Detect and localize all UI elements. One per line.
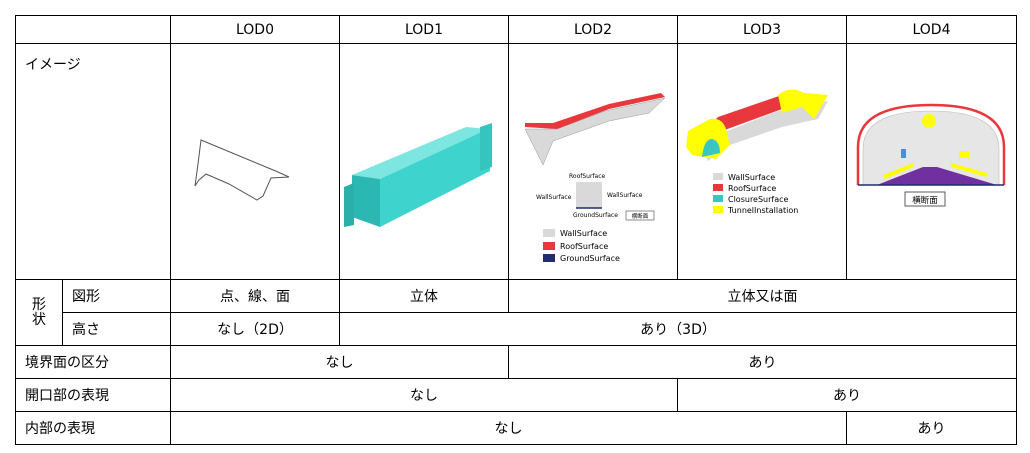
opening-lod0-2: なし [170, 378, 678, 412]
height-lod1-4: あり（3D） [339, 312, 1017, 346]
header-lod4: LOD4 [846, 15, 1017, 44]
lod0-footprint-outline [194, 139, 290, 201]
lod2-roof-label: RoofSurface [569, 173, 606, 180]
lod4-interior-sign [901, 149, 906, 158]
lod2-wall-left-label: WallSurface [536, 194, 572, 201]
figure-lod2-4: 立体又は面 [508, 279, 1017, 313]
lod2-roof-surface [525, 93, 665, 129]
lod2-ground-label: GroundSurface [573, 212, 618, 219]
interior-lod0-3: なし [170, 411, 847, 445]
interior-label: 内部の表現 [15, 411, 171, 445]
image-row-label: イメージ [15, 43, 171, 280]
boundary-lod0-1: なし [170, 345, 509, 379]
lod4-floor-surface [877, 167, 997, 185]
opening-row: 開口部の表現 なし あり [15, 378, 1017, 412]
lod4-installation-right [951, 163, 987, 177]
lod3-legend-wall: WallSurface [728, 173, 775, 182]
lod2-legend-roof: RoofSurface [560, 242, 608, 251]
boundary-label: 境界面の区分 [15, 345, 171, 379]
header-lod2: LOD2 [508, 15, 678, 44]
header-lod0: LOD0 [170, 15, 340, 44]
height-label: 高さ [62, 312, 171, 346]
lod3-surface-figure: WallSurface RoofSurface ClosureSurface T… [686, 89, 828, 215]
lod3-legend-swatch-wall [713, 173, 723, 180]
lod0-footprint-figure [194, 139, 290, 201]
image-row: イメージ [15, 43, 1017, 280]
opening-lod3-4: あり [677, 378, 1017, 412]
lod4-image-cell: 横断面 [846, 43, 1017, 280]
lod4-tunnel-arch-roof [856, 103, 1006, 185]
header-blank [15, 15, 171, 44]
shape-height-row: 高さ なし（2D） あり（3D） [16, 312, 1017, 346]
shape-group-label-2: 状 [32, 311, 46, 328]
lod2-legend-wall: WallSurface [560, 229, 607, 238]
lod4-ceiling-light [922, 114, 936, 128]
opening-label: 開口部の表現 [15, 378, 171, 412]
lod4-tunnel-interior [862, 110, 1000, 186]
shape-figure-row: 形 状 図形 点、線、面 立体 立体又は面 [15, 279, 1017, 346]
boundary-lod2-4: あり [508, 345, 1017, 379]
lod4-section-tag [904, 191, 946, 207]
lod3-legend-roof: RoofSurface [728, 184, 776, 193]
lod2-legend-ground: GroundSurface [560, 254, 620, 263]
lod1-solid-side [380, 129, 490, 227]
lod2-section-tag-label: 横断面 [632, 212, 649, 220]
lod2-surface-figure: RoofSurface WallSurface WallSurface Grou… [524, 93, 666, 263]
lod1-image-cell [339, 43, 509, 280]
interior-row: 内部の表現 なし あり [15, 411, 1017, 445]
lod4-interior-panel [959, 151, 969, 158]
lod-table: LOD0 LOD1 LOD2 LOD3 LOD4 イメージ [15, 15, 1017, 445]
lod1-portal-right [480, 123, 492, 171]
lod3-image-cell: WallSurface RoofSurface ClosureSurface T… [677, 43, 847, 280]
lod3-legend-swatch-roof [713, 184, 723, 191]
lod1-solid-top [352, 127, 488, 179]
lod3-closure-surface [702, 139, 720, 157]
shape-group-label-1: 形 [32, 296, 46, 313]
lod3-legend-swatch-closure [713, 195, 723, 202]
figure-lod1: 立体 [339, 279, 509, 313]
boundary-row: 境界面の区分 なし あり [15, 345, 1017, 379]
lod3-roof-surface [708, 95, 800, 131]
lod2-wall-surface [524, 97, 666, 166]
lod3-legend-swatch-installation [713, 206, 723, 213]
lod3-legend-installation: TunnelInstallation [727, 206, 798, 215]
lod2-image-cell: RoofSurface WallSurface WallSurface Grou… [508, 43, 678, 280]
lod4-installation-left [883, 163, 913, 179]
lod2-legend-swatch-wall [543, 229, 555, 237]
figure-lod0: 点、線、面 [170, 279, 340, 313]
lod1-solid-figure [344, 123, 492, 227]
lod2-legend-swatch-ground [543, 254, 555, 262]
lod2-section-tag [625, 210, 655, 221]
header-lod3: LOD3 [677, 15, 847, 44]
lod1-portal-left [344, 183, 354, 227]
header-row: LOD0 LOD1 LOD2 LOD3 LOD4 [15, 15, 1017, 44]
header-lod1: LOD1 [339, 15, 509, 44]
interior-lod4: あり [846, 411, 1017, 445]
lod0-image-cell [170, 43, 340, 280]
lod4-section-tag-label: 横断面 [912, 195, 938, 206]
lod2-legend-swatch-roof [543, 242, 555, 250]
figure-label: 図形 [62, 279, 171, 313]
lod3-portal-right [778, 89, 828, 119]
lod3-legend-closure: ClosureSurface [728, 195, 789, 204]
shape-group-label: 形 状 [15, 279, 63, 346]
lod2-section-box [576, 182, 602, 208]
lod1-solid-front [352, 175, 380, 227]
lod4-interior-figure: 横断面 [856, 103, 1006, 207]
height-lod0: なし（2D） [170, 312, 340, 346]
lod2-wall-right-label: WallSurface [607, 192, 643, 199]
